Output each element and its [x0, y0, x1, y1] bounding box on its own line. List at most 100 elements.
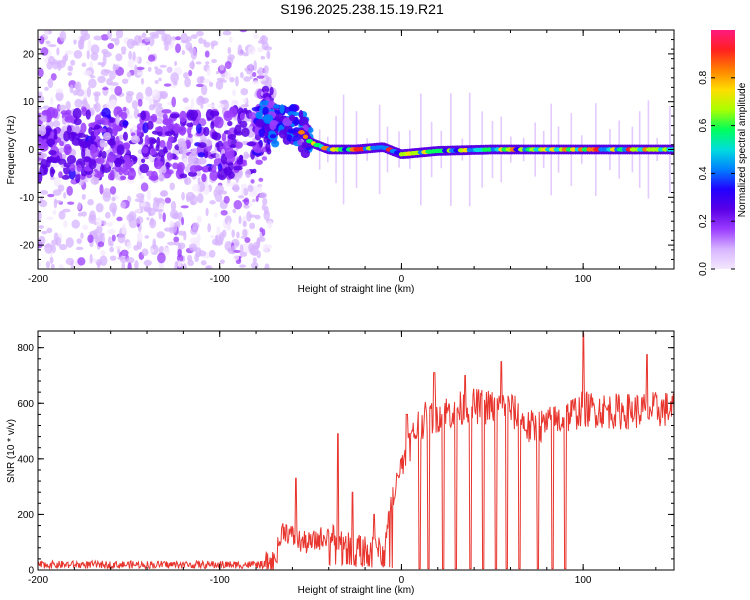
- spectrogram-noise-cell: [93, 35, 103, 41]
- spectrogram-cell: [149, 139, 157, 144]
- spectrogram-cell: [227, 171, 235, 179]
- x-tick-label: -200: [28, 575, 48, 586]
- spectrogram-noise-cell: [125, 93, 133, 104]
- spectrogram-noise-cell: [249, 74, 253, 80]
- spectrogram-noise-cell: [136, 231, 143, 243]
- spectrogram-noise-cell: [56, 47, 60, 56]
- spectrogram-noise-cell: [164, 197, 172, 204]
- spectrogram-noise-cell: [215, 71, 220, 75]
- spectrogram-noise-cell: [128, 50, 132, 61]
- spectrogram-cell: [233, 165, 243, 171]
- spectrogram-cell: [205, 109, 215, 121]
- spectrogram-cell: [59, 140, 65, 147]
- spectrogram-noise-cell: [229, 76, 235, 83]
- spectrogram-noise-cell: [40, 47, 49, 56]
- spectrogram-cell: [94, 114, 102, 125]
- spectrogram-noise-cell: [232, 89, 236, 97]
- spectrogram-noise-cell: [156, 30, 165, 35]
- spectrogram-noise-cell: [111, 99, 117, 108]
- spectrogram-noise-cell: [140, 182, 149, 192]
- spectrogram-noise-cell: [58, 264, 64, 269]
- spectrogram-noise-cell: [203, 79, 212, 84]
- spectrogram-cell: [263, 114, 272, 124]
- spectrogram-noise-cell: [198, 250, 207, 257]
- spectrogram-cell: [156, 136, 161, 148]
- spectrogram-noise-cell: [81, 211, 87, 217]
- spectrogram-noise-cell: [170, 200, 177, 212]
- spectrogram-noise-cell: [164, 34, 172, 46]
- spectrogram-cell: [269, 120, 277, 131]
- spectrogram-noise-cell: [242, 98, 248, 103]
- spectrogram-noise-cell: [196, 76, 204, 85]
- spectrogram-cell: [113, 106, 123, 118]
- snr-y-label: SNR (10 * v/v): [6, 419, 17, 483]
- spectrogram-noise-cell: [246, 64, 252, 69]
- spectrogram-cell: [195, 123, 202, 134]
- spectrogram-noise-cell: [177, 242, 186, 250]
- x-tick-label: 100: [575, 575, 592, 586]
- spectrogram-noise-cell: [196, 170, 201, 177]
- spectrogram-cell: [177, 164, 183, 176]
- spectrogram-cell: [58, 171, 63, 179]
- spectrogram-cell: [201, 173, 207, 183]
- spectrogram-noise-cell: [38, 106, 43, 111]
- snr-frame: [37, 330, 675, 571]
- spectrogram-cell: [83, 156, 92, 163]
- spectrogram-cell: [223, 167, 229, 174]
- spectrogram-noise-cell: [225, 181, 232, 187]
- spectrogram-noise-cell: [90, 52, 99, 61]
- spectrogram-cell: [177, 126, 187, 135]
- spectrogram-cell: [239, 112, 245, 121]
- spectrogram-noise-cell: [190, 48, 198, 60]
- spectrogram-noise-cell: [211, 58, 217, 64]
- spectrogram-cell: [212, 132, 222, 141]
- spectrogram-noise-cell: [55, 88, 64, 94]
- spectrogram-cell: [166, 138, 173, 150]
- x-tick-label: -100: [210, 575, 230, 586]
- figure-title: S196.2025.238.15.19.R21: [280, 1, 444, 17]
- spectrogram-cell: [101, 150, 107, 159]
- spectrogram-noise-cell: [95, 203, 104, 213]
- spectrogram-noise-cell: [190, 98, 194, 109]
- spectrogram-cell: [298, 109, 304, 120]
- spectrogram-cell: [122, 169, 130, 176]
- spectrogram-cell: [288, 104, 298, 113]
- spectrogram-noise-cell: [257, 67, 264, 77]
- spectrogram-cell: [197, 157, 207, 165]
- spectrogram-cell: [139, 163, 150, 174]
- spectrogram-cell: [227, 134, 237, 140]
- spectrogram-noise-cell: [267, 220, 273, 229]
- spectrogram-noise-cell: [215, 184, 225, 194]
- colorbar-axis: 0.0 0.2 0.4 0.6 0.8: [698, 70, 735, 276]
- spectrogram-noise-cell: [177, 260, 182, 269]
- spectrogram-noise-cell: [257, 47, 264, 53]
- spectrogram-noise-cell: [214, 192, 223, 203]
- spectrogram-noise-cell: [125, 114, 134, 119]
- x-tick-label: 100: [575, 274, 592, 285]
- spectrogram-noise-cell: [141, 32, 147, 39]
- spectrogram-cell: [72, 107, 82, 119]
- spectrogram-noise-cell: [47, 193, 55, 198]
- spectrogram-noise-cell: [205, 207, 209, 217]
- spectrogram-noise-cell: [163, 83, 172, 87]
- spectrogram-noise-cell: [38, 262, 42, 268]
- spectrogram-cell: [150, 113, 158, 122]
- spectrogram-noise-cell: [196, 215, 202, 224]
- spectrogram-cell: [221, 132, 227, 142]
- spectrogram-noise-cell: [181, 40, 189, 44]
- spectrogram-cell: [141, 158, 146, 164]
- spectrogram-cell: [46, 138, 56, 146]
- spectrogram-noise-cell: [140, 77, 145, 85]
- spectrogram-cell: [99, 139, 106, 148]
- spectrogram-cell: [85, 109, 91, 120]
- spectrogram-noise-cell: [119, 255, 128, 264]
- colorbar-tick-label: 0.8: [698, 70, 709, 84]
- spectrogram-cell: [76, 164, 82, 172]
- spectrogram-noise-cell: [235, 75, 239, 87]
- spectrogram-noise-cell: [160, 92, 167, 99]
- y-tick-label: 600: [17, 399, 34, 410]
- spectrogram-noise-cell: [154, 102, 163, 107]
- colorbar-tick-label: 0.2: [698, 214, 709, 228]
- spectrogram-noise-cell: [148, 97, 153, 107]
- spectrogram-noise-cell: [133, 35, 142, 46]
